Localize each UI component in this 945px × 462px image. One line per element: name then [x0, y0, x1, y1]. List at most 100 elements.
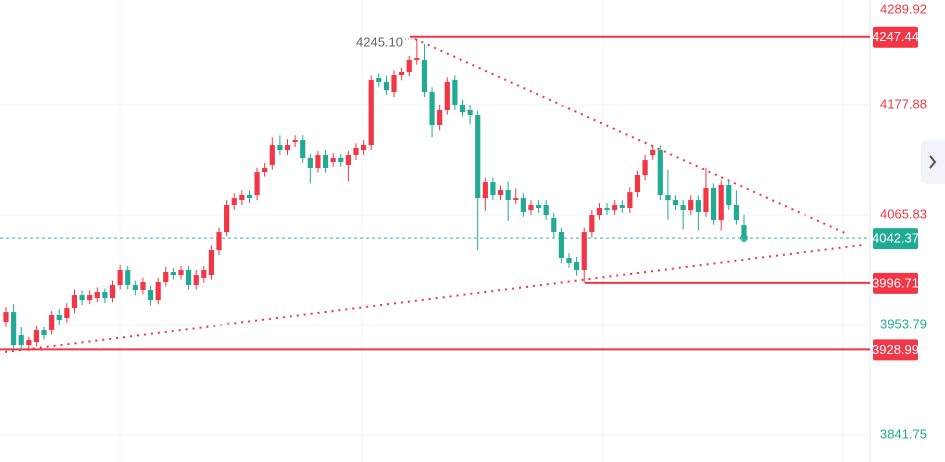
current-dot	[740, 234, 748, 243]
price-tag-label: 3928.99	[872, 342, 919, 357]
candle-body	[117, 270, 123, 286]
price-tag-label: 4247.44	[872, 29, 919, 44]
annotation-label: 4245.10	[356, 34, 403, 49]
candle-body	[718, 185, 724, 221]
scroll-arrow[interactable]	[929, 155, 937, 169]
candle-body	[383, 82, 390, 91]
candle-body	[56, 315, 62, 321]
candle-body	[703, 188, 709, 213]
y-tick-label: 4065.83	[880, 206, 927, 221]
candle-body	[330, 158, 336, 163]
candle-body	[277, 145, 283, 151]
candle-body	[224, 205, 230, 233]
candle-body	[558, 232, 565, 259]
price-tag-label: 4042.37	[872, 231, 919, 246]
y-tick-label: 4289.92	[880, 1, 927, 16]
candle-body	[3, 312, 9, 323]
candle-body	[520, 198, 526, 213]
candle-body	[33, 330, 40, 343]
candle-body	[208, 250, 215, 276]
candle-body	[672, 200, 679, 206]
candle-body	[284, 145, 291, 151]
candle-body	[467, 109, 473, 116]
candle-body	[482, 182, 488, 199]
candle-body	[269, 145, 275, 166]
candle-body	[216, 232, 222, 251]
candle-body	[246, 195, 253, 199]
candle-body	[551, 218, 557, 233]
candle-body	[566, 258, 572, 264]
candle-body	[109, 285, 116, 299]
candle-body	[315, 155, 321, 169]
candle-body	[475, 115, 481, 199]
candle-body	[201, 270, 207, 278]
trendline-upper	[414, 38, 846, 234]
candle-body	[322, 155, 329, 169]
candle-body	[132, 285, 138, 291]
price-tag-bg	[873, 26, 918, 48]
candle-body	[589, 215, 595, 233]
candle-body	[11, 312, 17, 346]
candle-body	[688, 200, 694, 211]
candle-body	[360, 145, 367, 151]
candle-body	[505, 190, 511, 201]
candle-body	[79, 295, 85, 301]
candle-body	[535, 205, 542, 208]
candle-body	[170, 272, 176, 276]
candle-body	[642, 160, 648, 175]
candle-body	[71, 295, 78, 309]
scroll-button-bg[interactable]	[921, 140, 945, 184]
candle-body	[414, 58, 420, 61]
candle-body	[391, 75, 397, 93]
candle-body	[574, 262, 580, 271]
y-tick-label: 4177.88	[880, 96, 927, 111]
candle-body	[437, 109, 443, 126]
candle-body	[155, 282, 161, 301]
candle-body	[619, 205, 625, 208]
candle-body	[254, 172, 260, 196]
candle-body	[627, 192, 633, 208]
candle-body	[733, 205, 739, 221]
candle-body	[612, 205, 618, 211]
candle-body	[87, 295, 93, 301]
candle-body	[657, 150, 663, 196]
candle-body	[680, 205, 686, 211]
candle-body	[497, 190, 504, 196]
price-tag-bg	[873, 228, 918, 250]
candle-body	[345, 155, 351, 166]
candle-body	[650, 150, 656, 156]
candle-body	[581, 232, 587, 271]
candle-body	[262, 168, 268, 173]
price-tag-label: 3996.71	[872, 275, 919, 290]
candle-body	[163, 272, 169, 283]
candle-body	[528, 205, 534, 211]
candle-body	[338, 158, 344, 163]
candle-body	[444, 82, 450, 110]
candle-body	[292, 140, 298, 143]
candle-body	[695, 200, 701, 213]
scroll-button[interactable]	[921, 140, 945, 184]
candle-body	[49, 315, 55, 331]
candle-body	[452, 80, 458, 105]
candle-body	[231, 198, 237, 206]
candle-body	[513, 198, 519, 201]
price-tag-bg	[873, 339, 918, 361]
candle-body	[406, 60, 412, 72]
candle-body	[543, 205, 549, 216]
candle-body	[459, 104, 466, 113]
candle-body	[178, 270, 184, 276]
candle-body	[26, 340, 32, 346]
candle-body	[399, 71, 405, 76]
candle-body	[18, 335, 24, 346]
candle-body	[307, 158, 313, 169]
candle-body	[665, 195, 671, 201]
candle-body	[140, 282, 146, 291]
candle-body	[741, 225, 747, 239]
y-tick-label: 3841.75	[880, 426, 927, 441]
candle-body	[596, 207, 603, 216]
candle-body	[64, 308, 70, 319]
candle-body	[239, 195, 245, 201]
price-tag-bg	[873, 272, 918, 294]
